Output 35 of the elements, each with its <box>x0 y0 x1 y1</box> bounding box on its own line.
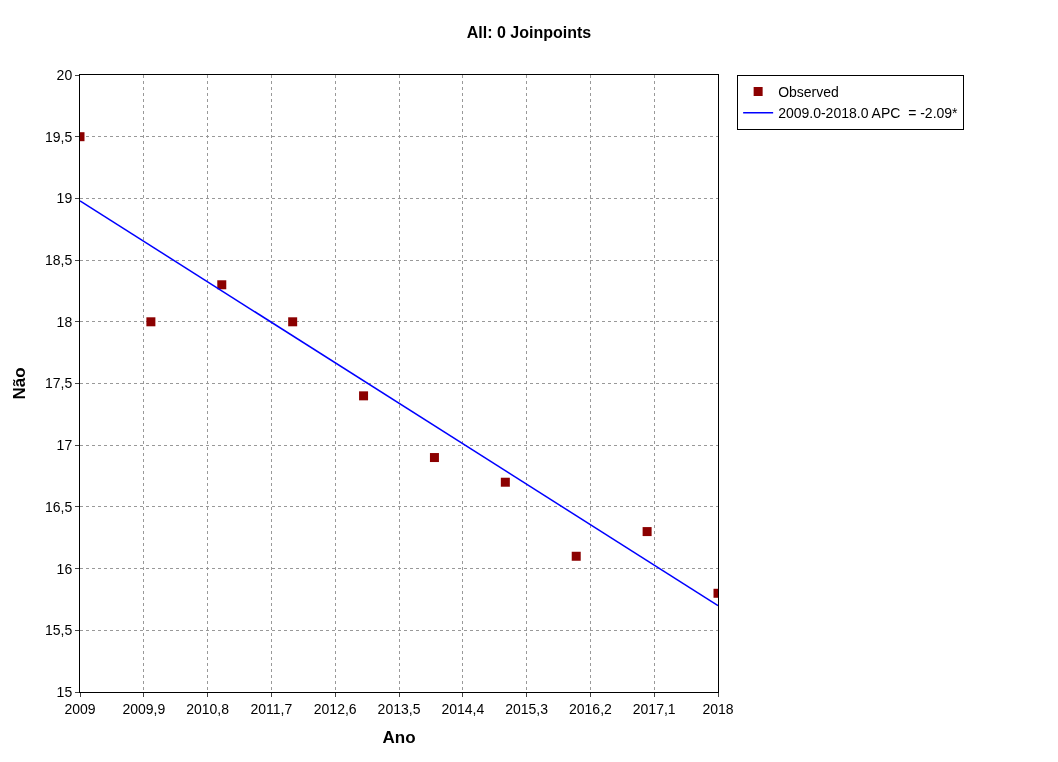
x-tick-label: 2016,2 <box>568 700 613 717</box>
x-tick-label: 2017,1 <box>632 700 676 717</box>
y-tick-label: 15 <box>56 683 73 700</box>
point <box>146 317 156 327</box>
point <box>500 477 510 487</box>
x-tick-label: 2014,4 <box>441 700 485 717</box>
x-tick-label: 2010,8 <box>186 700 230 717</box>
y-tick-label: 18 <box>56 313 73 330</box>
x-axis-title: Ano <box>382 728 416 748</box>
point <box>642 527 652 537</box>
y-tick-label: 17,5 <box>44 375 73 392</box>
y-tick-label: 15,5 <box>44 622 73 639</box>
x-tick-label: 2015,3 <box>505 700 549 717</box>
x-tick-label: 2009 <box>64 700 96 717</box>
legend-label: 2009.0-2018.0 APC = -2.09* <box>778 105 959 122</box>
point <box>429 453 439 463</box>
point <box>217 280 227 290</box>
x-tick-label: 2018 <box>702 700 734 717</box>
y-tick-label: 20 <box>56 66 73 83</box>
point <box>288 317 298 327</box>
y-tick-label: 16,5 <box>44 498 73 515</box>
point <box>359 391 369 401</box>
x-tick-label: 2013,5 <box>377 700 421 717</box>
chart-title: All: 0 Joinpoints <box>466 23 592 41</box>
y-axis-title: Não <box>9 367 29 400</box>
y-tick-label: 19 <box>56 190 73 207</box>
legend-label: Observed <box>778 84 839 101</box>
x-tick-label: 2011,7 <box>250 700 293 717</box>
x-tick-label: 2009,9 <box>122 700 166 717</box>
y-tick-label: 18,5 <box>44 252 73 268</box>
x-tick-label: 2012,6 <box>313 700 357 717</box>
y-tick-label: 16 <box>56 560 73 577</box>
point <box>571 551 581 561</box>
y-tick-label: 19,5 <box>44 128 73 145</box>
y-tick-label: 17 <box>56 437 73 454</box>
